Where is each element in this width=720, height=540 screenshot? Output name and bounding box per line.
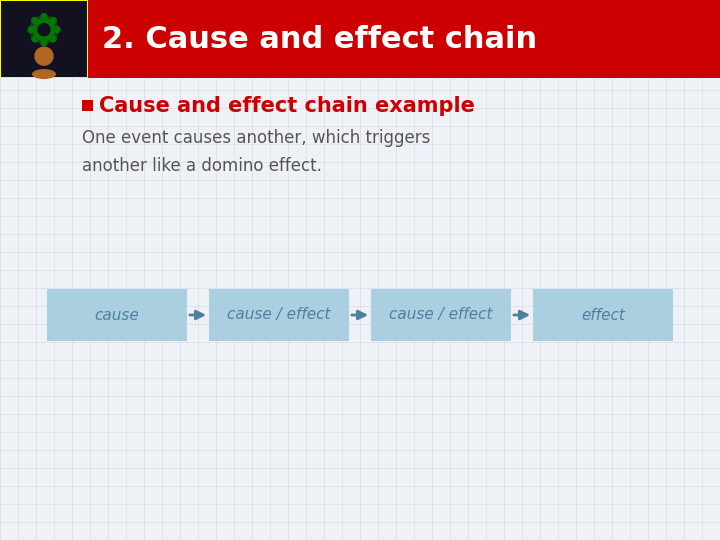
Bar — [0, 0, 88, 78]
Circle shape — [41, 39, 47, 46]
Text: effect: effect — [581, 307, 625, 322]
Circle shape — [30, 16, 58, 44]
Circle shape — [41, 14, 47, 19]
Circle shape — [32, 36, 38, 42]
Text: cause: cause — [94, 307, 140, 322]
Text: cause / effect: cause / effect — [390, 307, 492, 322]
Ellipse shape — [32, 69, 56, 79]
Circle shape — [32, 17, 38, 23]
Circle shape — [28, 26, 34, 32]
Bar — [88, 0, 720, 78]
Circle shape — [38, 24, 50, 36]
Bar — [1, 1, 87, 77]
Text: Cause and effect chain example: Cause and effect chain example — [99, 96, 475, 116]
Circle shape — [50, 17, 56, 23]
Bar — [371, 289, 511, 341]
Bar — [82, 100, 93, 111]
Bar — [47, 289, 187, 341]
Text: 2. Cause and effect chain: 2. Cause and effect chain — [102, 24, 537, 53]
Circle shape — [50, 36, 56, 42]
Circle shape — [33, 19, 55, 40]
Circle shape — [35, 47, 53, 65]
Text: One event causes another, which triggers
another like a domino effect.: One event causes another, which triggers… — [82, 129, 431, 175]
Bar — [533, 289, 673, 341]
Circle shape — [54, 26, 60, 32]
Text: cause / effect: cause / effect — [228, 307, 330, 322]
Bar — [209, 289, 349, 341]
